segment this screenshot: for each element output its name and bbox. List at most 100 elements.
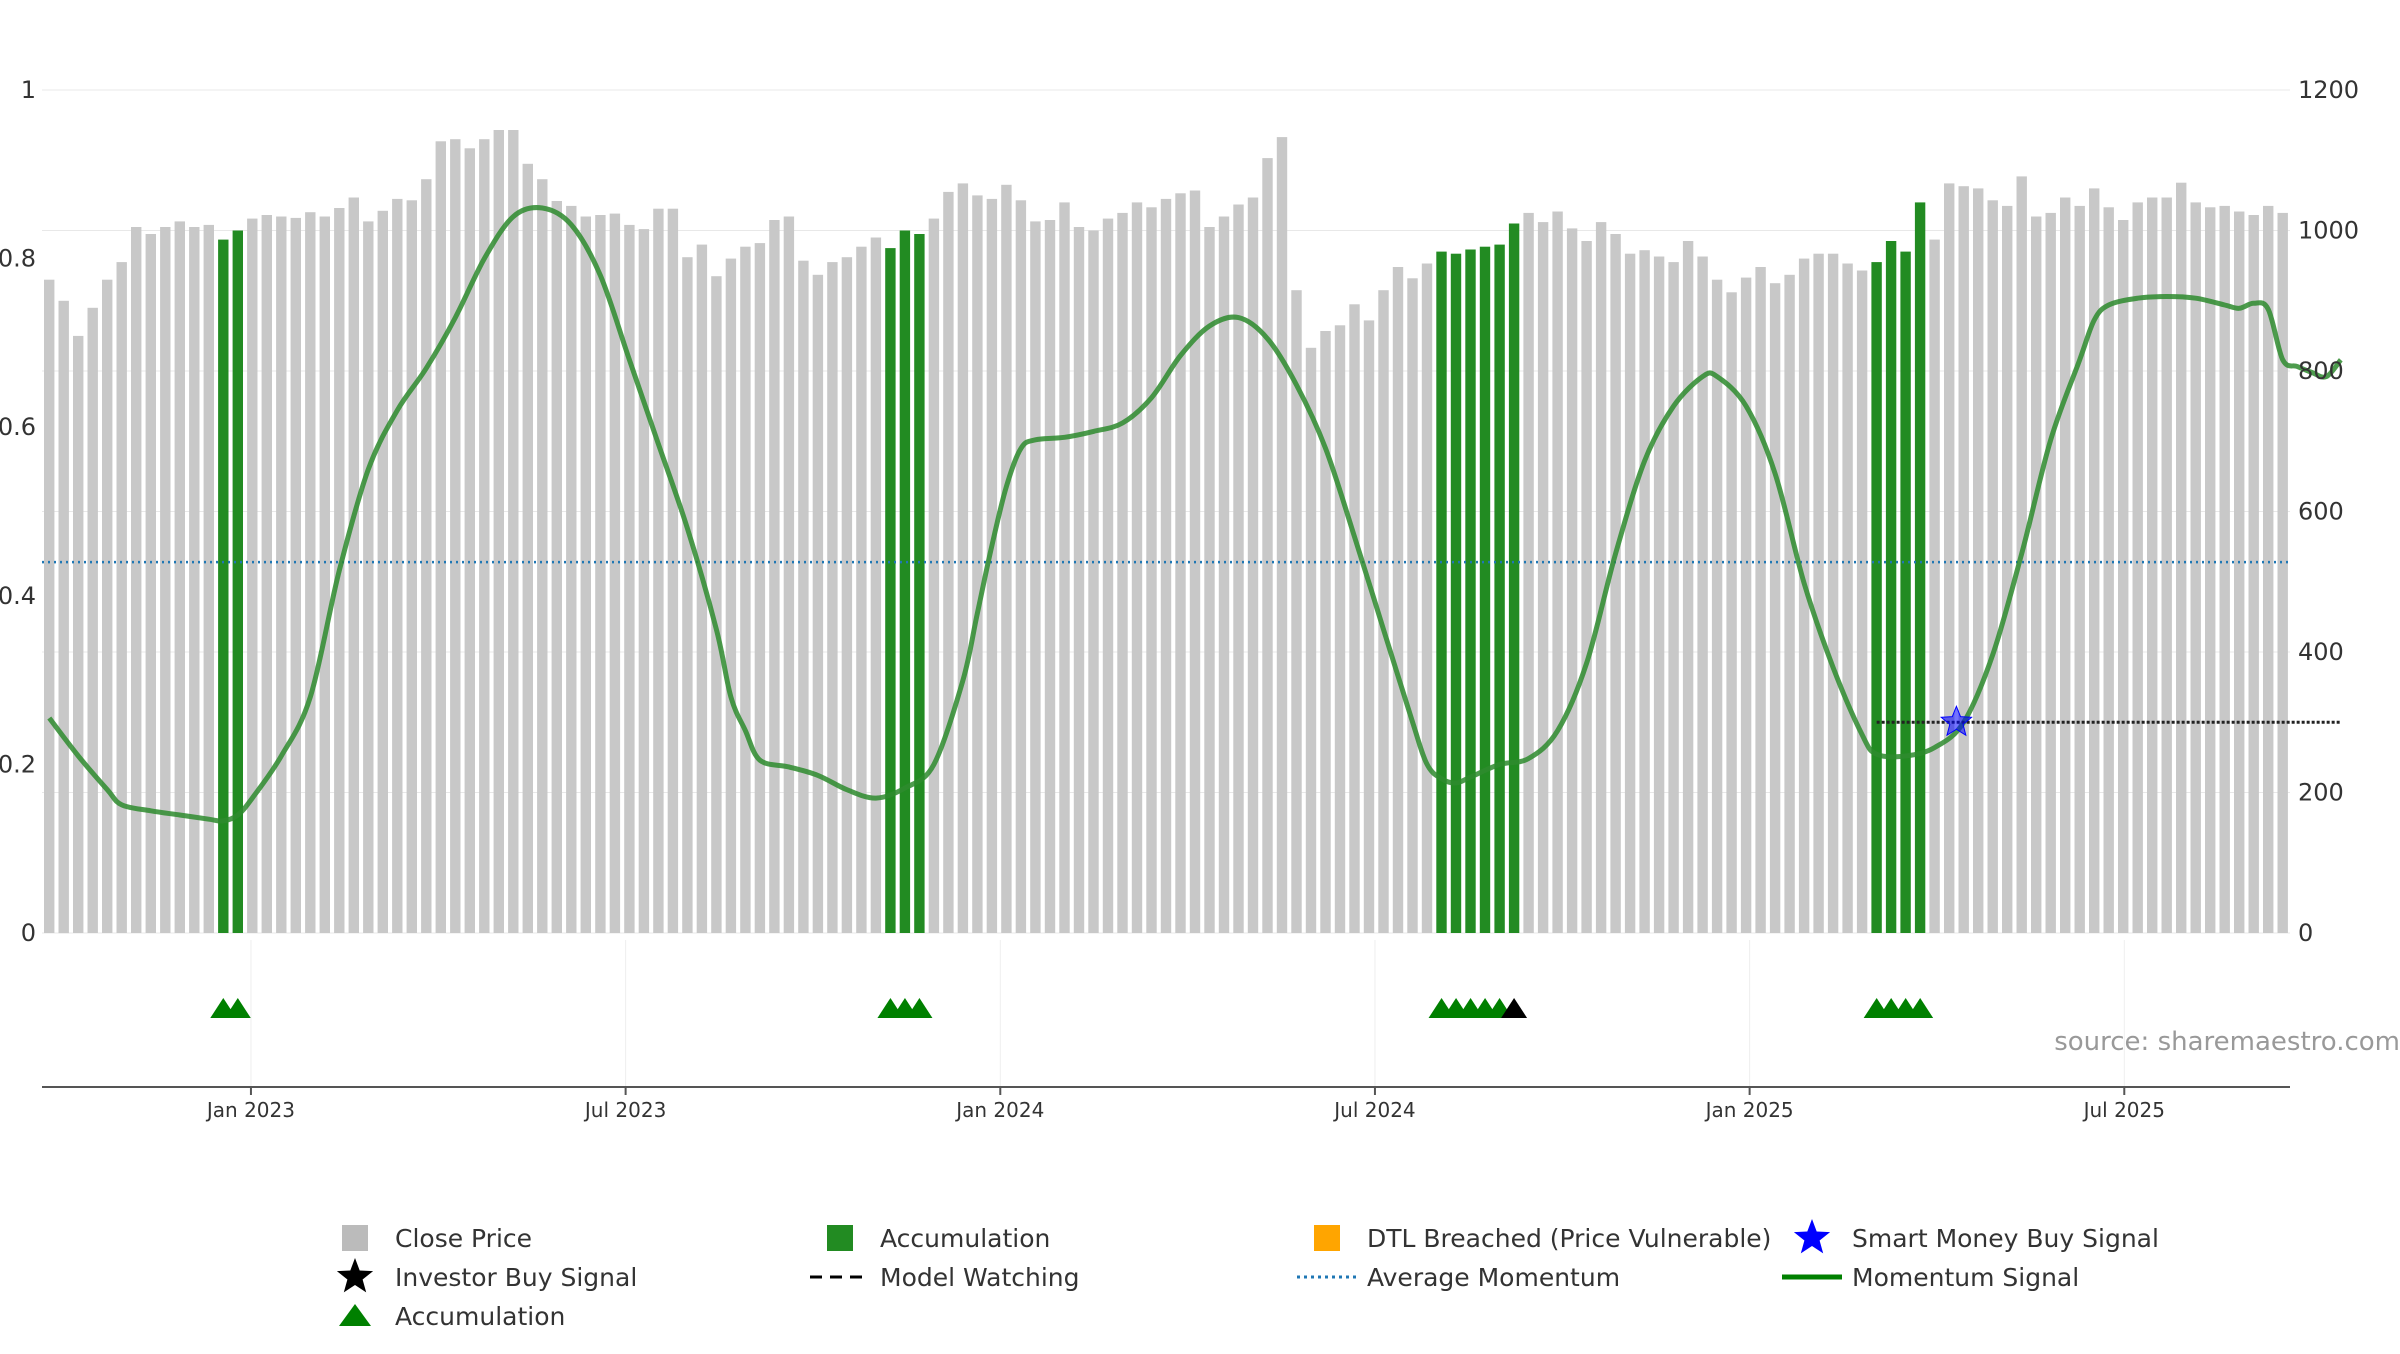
close-price-bar [638,229,650,934]
close-price-bar [116,262,127,934]
right-axis-tick-label: 600 [2298,498,2344,526]
legend-label: Investor Buy Signal [395,1263,637,1292]
close-price-bar [1117,212,1128,933]
close-price-bar [1363,320,1375,933]
left-axis-tick-label: 0.4 [0,582,36,610]
close-price-bar [1160,198,1172,933]
accumulation-bar [1914,202,1926,933]
source-label: source: sharemaestro.com [2054,1027,2400,1057]
legend-square-icon [342,1225,368,1251]
close-price-bar [2132,202,2143,933]
legend: Close Price Accumulation DTL Breached (Pri… [336,1219,2159,1331]
close-price-bar [856,246,867,933]
close-price-bar [624,224,635,933]
legend-item: Average Momentum [1297,1263,1620,1292]
close-price-bar [1334,325,1346,933]
close-price-bar [580,216,591,933]
close-price-bar [73,335,84,933]
close-price-bar [145,234,156,933]
close-price-bar [1262,158,1273,934]
right-axis-tick-label: 800 [2298,357,2344,385]
right-axis-tick-label: 200 [2298,779,2344,807]
close-price-bar [276,216,287,933]
close-price-bar [174,221,185,933]
close-price-bar [1349,304,1360,933]
close-price-bar [189,227,200,933]
close-price-bar [1088,230,1099,933]
close-price-bar [1015,200,1027,934]
close-price-bar [928,218,940,934]
legend-item: DTL Breached (Price Vulnerable) [1314,1224,1771,1253]
close-price-bar [421,179,432,933]
x-axis-tick-label: Jul 2025 [2082,1098,2165,1122]
legend-label: DTL Breached (Price Vulnerable) [1367,1224,1771,1253]
legend-item: Smart Money Buy Signal [1793,1219,2159,1254]
close-price-bar [406,200,417,934]
smart-money-star [1939,704,1973,737]
right-axis-tick-label: 0 [2298,919,2313,947]
close-price-bar [1624,253,1636,933]
close-price-bar [2045,212,2056,933]
close-price-bar [1610,234,1621,933]
close-price-bar [1552,211,1563,933]
x-axis-tick-label: Jul 2023 [583,1098,666,1122]
close-price-bar [2248,215,2259,933]
close-price-bar [1682,241,1694,933]
legend-item: Accumulation [827,1224,1050,1253]
close-price-bar [2118,220,2129,933]
close-price-bar [2060,197,2071,933]
close-price-bar [1944,183,1955,933]
close-price-bar [102,279,113,933]
close-price-bar [566,205,577,933]
close-price-bar [1784,274,1795,933]
close-price-bar [696,244,708,934]
accumulation-bar [899,230,911,933]
close-price-bar [1827,253,1839,933]
close-price-bar [957,183,969,933]
close-price-bar [1131,202,1143,933]
close-price-bar [740,246,751,933]
legend-label: Accumulation [395,1302,565,1331]
close-price-bar [1059,202,1070,933]
close-price-bar [87,307,98,933]
close-price-bar [1407,278,1418,933]
x-axis-tick-label: Jan 2025 [1704,1098,1794,1122]
x-axis-tick-label: Jan 2024 [954,1098,1044,1122]
close-price-bar [769,220,780,933]
close-price-bar [609,213,621,934]
close-price-bar [682,257,693,933]
close-price-bar [667,208,679,933]
close-price-bar [1595,222,1607,934]
accumulation-bar [1479,246,1491,933]
close-price-bar [2161,197,2172,933]
close-price-bar [58,300,69,934]
close-price-bar [247,218,258,934]
close-price-bar [1842,263,1853,933]
right-axis-tick-label: 1000 [2298,217,2359,245]
accumulation-bar [914,234,925,933]
close-price-bar [1175,193,1186,934]
close-price-bar [1276,137,1288,934]
close-price-bar [363,221,374,933]
accumulation-bar [1465,249,1476,933]
close-price-bar [348,197,359,933]
close-price-bar [725,258,737,934]
close-price-bar [2219,205,2230,933]
close-price-bar [1740,277,1752,934]
close-price-bar [1668,262,1679,934]
close-price-bar [783,216,795,933]
close-price-bar [2190,202,2201,933]
close-price-bar [1537,222,1549,934]
legend-item: Close Price [342,1224,532,1253]
close-price-bar [2089,188,2100,933]
legend-triangle-icon [339,1304,371,1326]
close-price-bar [754,243,766,934]
close-price-bar [2002,205,2013,933]
legend-star-icon [336,1258,374,1293]
close-price-bar [1639,250,1650,933]
close-price-bar [1856,270,1868,933]
close-price-bar [1030,221,1041,933]
close-price-bar [711,276,722,933]
close-price-bar [464,148,475,934]
